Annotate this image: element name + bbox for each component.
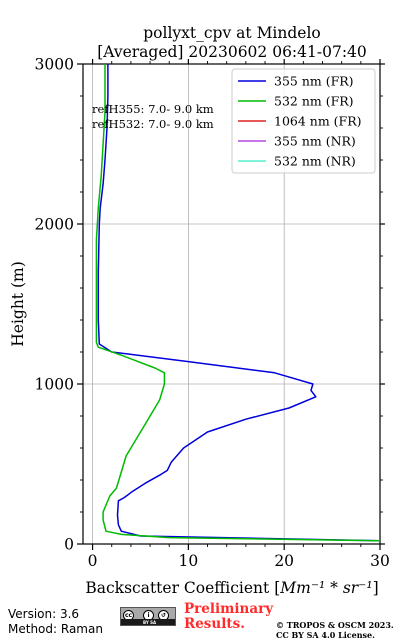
- annotation-refh355: refH355: 7.0- 9.0 km: [92, 102, 214, 116]
- chart-title-line2: [Averaged] 20230602 06:41-07:40: [97, 43, 367, 61]
- plot-frame: [82, 63, 381, 545]
- y-tick-label: 2000: [35, 216, 74, 234]
- x-axis-label: Backscatter Coefficient [Mm⁻¹ * sr⁻¹]: [85, 579, 378, 597]
- legend: 355 nm (FR) 532 nm (FR) 1064 nm (FR) 355 nm…: [231, 68, 376, 174]
- x-tick-label: 10: [179, 552, 199, 570]
- legend-label: 355 nm (FR): [274, 74, 354, 89]
- legend-label: 1064 nm (FR): [274, 114, 362, 129]
- x-tick-label: 20: [274, 552, 294, 570]
- badge-lower-band: BY SA: [121, 619, 175, 625]
- legend-label: 532 nm (FR): [274, 94, 354, 109]
- y-tick-label: 3000: [35, 56, 74, 74]
- copyright-line2: CC BY SA 4.0 License.: [276, 630, 375, 640]
- preliminary-line2: Results.: [184, 616, 245, 632]
- preliminary-notice: Preliminary Results.: [184, 602, 273, 632]
- series-line-1: [95, 64, 381, 542]
- ticks-layer: 0 10 20 30 0 1000 2000 3000: [35, 56, 390, 571]
- copyright-line1: © TROPOS & OSCM 2023.: [276, 620, 394, 630]
- legend-label: 355 nm (NR): [274, 134, 356, 149]
- annotation-refh532: refH532: 7.0- 9.0 km: [92, 117, 214, 131]
- badge-text: BY SA: [143, 620, 157, 625]
- series-line-0: [97, 64, 381, 542]
- cc-license-badge: cc i ↺ BY SA: [120, 607, 176, 626]
- preliminary-line1: Preliminary: [184, 601, 274, 617]
- legend-label: 532 nm (NR): [274, 154, 356, 169]
- x-tick-label: 30: [370, 552, 390, 570]
- y-tick-label: 1000: [35, 376, 74, 394]
- legend-box: [231, 68, 376, 174]
- method-text: Method: Raman: [8, 622, 103, 636]
- series-layer: [95, 64, 381, 542]
- y-tick-label: 0: [64, 536, 74, 554]
- x-tick-label: 0: [88, 552, 98, 570]
- y-axis-label: Height (m): [9, 261, 27, 347]
- chart-title-line1: pollyxt_cpv at Mindelo: [143, 24, 321, 42]
- copyright-notice: © TROPOS & OSCM 2023. CC BY SA 4.0 Licen…: [276, 620, 394, 640]
- version-text: Version: 3.6: [8, 607, 80, 621]
